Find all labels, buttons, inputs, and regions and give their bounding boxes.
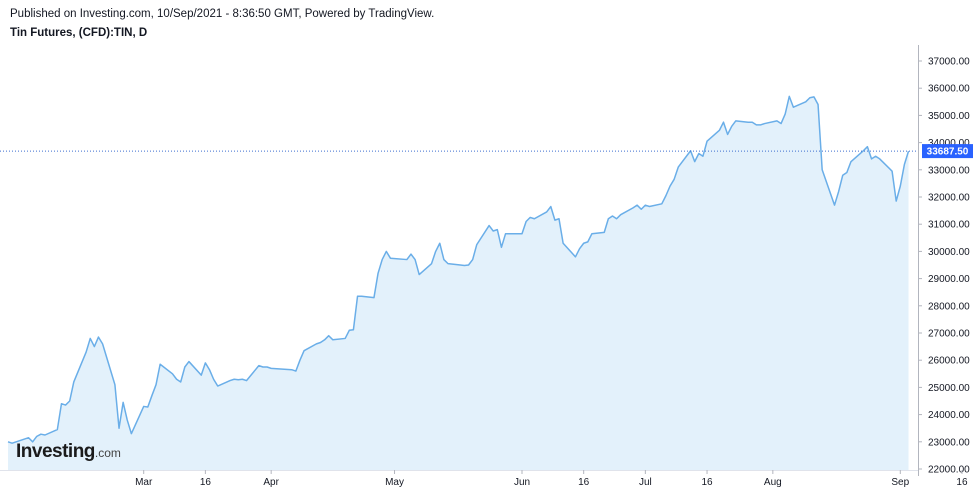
- y-tick-label: 25000.00: [928, 383, 970, 394]
- x-tick-label: May: [385, 477, 404, 488]
- y-tick-label: 37000.00: [928, 57, 970, 68]
- chart-title: Tin Futures, (CFD):TIN, D: [10, 27, 148, 39]
- x-tick-label: Sep: [891, 477, 909, 488]
- x-tick-label: Apr: [263, 477, 279, 488]
- x-axis-ticks: Mar 16 Apr May Jun 16 Jul 16 Aug Sep 16: [135, 470, 968, 488]
- x-tick-label: Jun: [514, 477, 530, 488]
- x-tick-label: Jul: [639, 477, 652, 488]
- logo-main-text: Investing: [16, 441, 95, 462]
- y-tick-label: 36000.00: [928, 84, 970, 95]
- x-tick-label: Aug: [764, 477, 782, 488]
- y-tick-label: 32000.00: [928, 193, 970, 204]
- y-tick-label: 30000.00: [928, 247, 970, 258]
- y-tick-label: 33000.00: [928, 165, 970, 176]
- y-tick-label: 31000.00: [928, 220, 970, 231]
- x-tick-label: Mar: [135, 477, 153, 488]
- series-line: [7, 95, 910, 444]
- y-tick-label: 35000.00: [928, 111, 970, 122]
- y-axis-ticks: 22000.00 23000.00 24000.00 25000.00 26000.00…: [918, 57, 970, 476]
- axis-layer: [0, 45, 919, 476]
- y-tick-label: 29000.00: [928, 274, 970, 285]
- y-tick-label: 27000.00: [928, 329, 970, 340]
- y-tick-label: 26000.00: [928, 356, 970, 367]
- price-tag-layer: 33687.50: [922, 144, 973, 159]
- x-tick-label: 16: [578, 477, 590, 488]
- logo-suffix-text: .com: [94, 446, 121, 460]
- x-tick-label: 16: [200, 477, 212, 488]
- series-area: [8, 96, 909, 471]
- x-tick-label: 16: [956, 477, 968, 488]
- y-tick-label: 22000.00: [928, 465, 970, 476]
- y-tick-label: 28000.00: [928, 301, 970, 312]
- published-caption: Published on Investing.com, 10/Sep/2021 …: [10, 8, 435, 20]
- last-price-tag-label: 33687.50: [927, 147, 969, 158]
- x-tick-label: 16: [701, 477, 713, 488]
- y-tick-label: 24000.00: [928, 410, 970, 421]
- y-tick-label: 23000.00: [928, 437, 970, 448]
- investing-logo: Investing.com: [16, 441, 121, 463]
- last-price-tag: [922, 144, 973, 159]
- area-layer: [8, 96, 909, 471]
- line-layer: [7, 95, 910, 444]
- y-tick-label: 34000.00: [928, 138, 970, 149]
